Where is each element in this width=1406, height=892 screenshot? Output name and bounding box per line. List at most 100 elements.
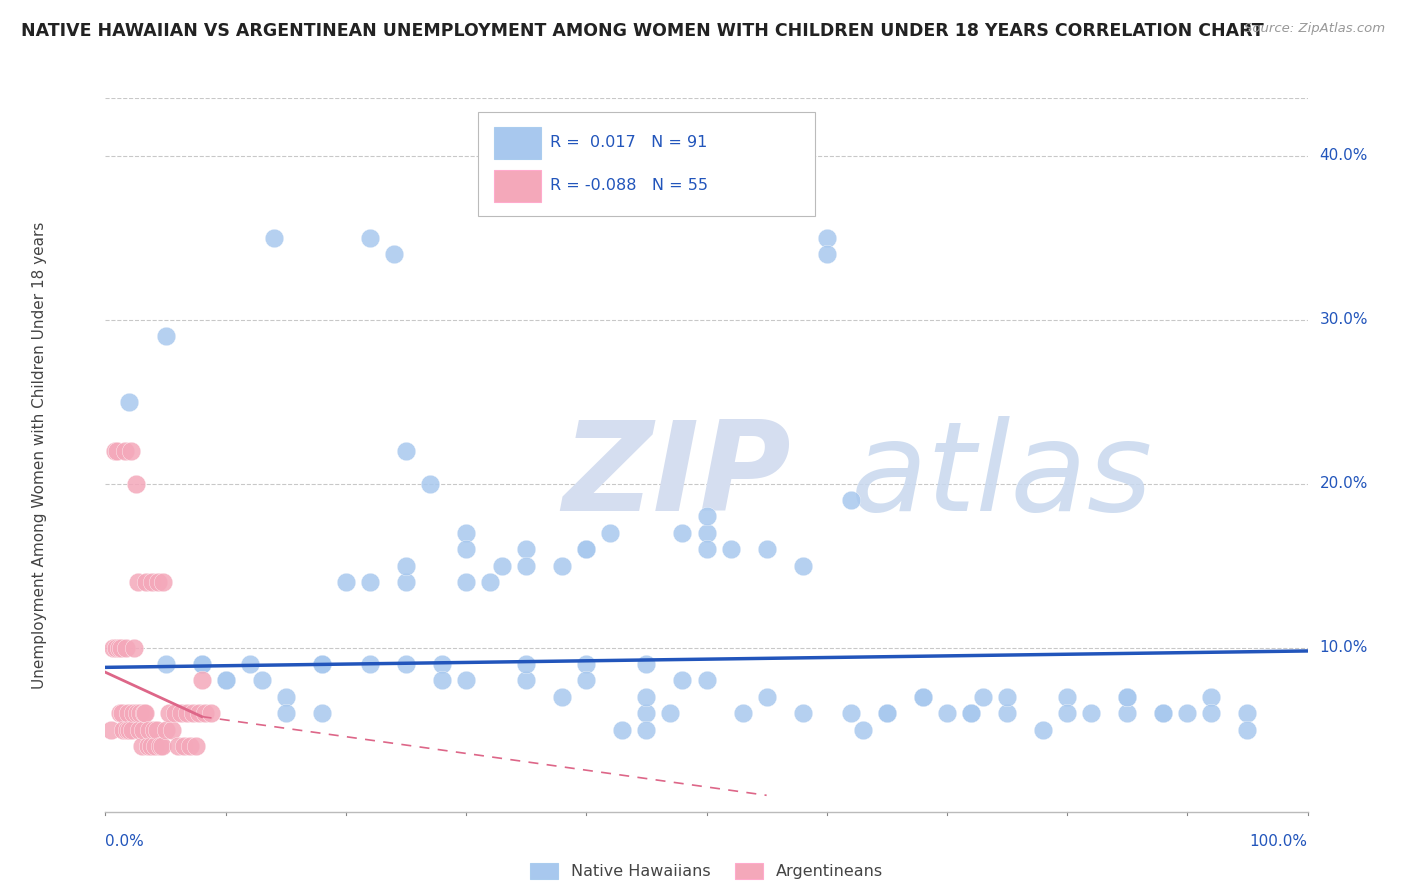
Point (112, 723, 135, 737)
Text: 40.0%: 40.0% (1320, 148, 1368, 163)
Point (815, 247, 838, 261)
Point (148, 739, 170, 753)
Point (136, 739, 159, 753)
Point (335, 575, 357, 590)
Point (1236, 706, 1258, 721)
Point (792, 558, 814, 573)
Point (479, 575, 502, 590)
Point (612, 723, 634, 737)
Point (815, 230, 838, 244)
Point (960, 706, 983, 721)
Text: R = -0.088   N = 55: R = -0.088 N = 55 (550, 178, 709, 193)
FancyBboxPatch shape (478, 112, 814, 216)
Point (671, 525, 693, 540)
Point (132, 723, 155, 737)
Point (575, 542, 598, 557)
Text: Unemployment Among Women with Children Under 18 years: Unemployment Among Women with Children U… (32, 221, 46, 689)
Point (911, 690, 934, 704)
Point (148, 575, 170, 590)
Point (107, 443, 129, 458)
Point (108, 706, 131, 721)
Point (1116, 706, 1139, 721)
Point (1152, 706, 1174, 721)
Point (190, 673, 212, 688)
Point (696, 673, 718, 688)
Point (995, 690, 1018, 704)
Point (755, 690, 778, 704)
Point (454, 525, 477, 540)
Point (110, 640, 132, 655)
Point (138, 723, 160, 737)
Point (179, 739, 201, 753)
Point (430, 657, 453, 671)
Point (129, 706, 152, 721)
Point (876, 706, 898, 721)
Point (124, 476, 146, 491)
FancyBboxPatch shape (494, 170, 541, 202)
Point (696, 509, 718, 524)
Point (515, 558, 537, 573)
Point (972, 690, 994, 704)
Point (188, 706, 211, 721)
Point (118, 723, 141, 737)
Point (454, 673, 477, 688)
Point (184, 739, 207, 753)
Point (118, 394, 141, 409)
Point (1116, 690, 1139, 704)
Point (551, 558, 574, 573)
Point (696, 525, 718, 540)
Point (274, 690, 297, 704)
Point (659, 706, 682, 721)
Point (105, 640, 128, 655)
Point (395, 558, 418, 573)
Point (696, 542, 718, 557)
Point (636, 690, 658, 704)
Point (150, 739, 173, 753)
Point (575, 657, 598, 671)
Point (311, 706, 333, 721)
Point (181, 706, 204, 721)
Point (1236, 723, 1258, 737)
Text: 100.0%: 100.0% (1250, 834, 1308, 849)
Point (124, 640, 146, 655)
Point (166, 739, 188, 753)
Point (100, 723, 122, 737)
Point (120, 443, 142, 458)
Point (359, 575, 381, 590)
Point (395, 657, 418, 671)
Point (160, 723, 183, 737)
Point (122, 706, 145, 721)
Point (995, 706, 1018, 721)
Point (135, 575, 157, 590)
Point (239, 657, 262, 671)
Point (152, 575, 174, 590)
Point (575, 673, 598, 688)
Point (127, 575, 149, 590)
Point (1056, 706, 1078, 721)
Point (170, 706, 193, 721)
Point (515, 657, 537, 671)
Point (131, 739, 153, 753)
Point (755, 542, 778, 557)
Point (117, 706, 139, 721)
Point (515, 542, 537, 557)
Point (419, 476, 441, 491)
Point (395, 575, 418, 590)
Point (111, 706, 134, 721)
Point (101, 640, 124, 655)
Point (311, 657, 333, 671)
Point (173, 739, 195, 753)
Point (274, 706, 297, 721)
Point (454, 542, 477, 557)
Point (142, 723, 165, 737)
Point (143, 739, 166, 753)
Text: 0.0%: 0.0% (105, 834, 145, 849)
Point (575, 542, 598, 557)
Point (839, 706, 862, 721)
Point (359, 657, 381, 671)
Point (960, 706, 983, 721)
Point (491, 558, 513, 573)
Point (190, 657, 212, 671)
Point (395, 443, 418, 458)
Point (1175, 706, 1198, 721)
